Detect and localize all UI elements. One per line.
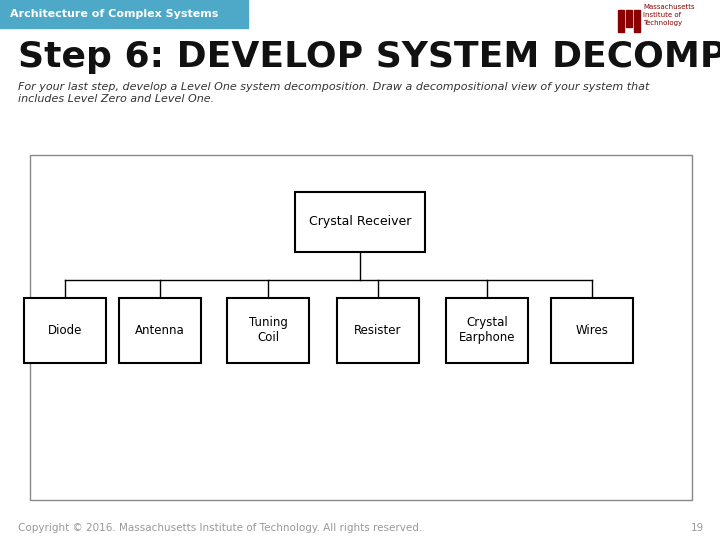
Bar	[119, 298, 201, 362]
Text: Crystal
Earphone: Crystal Earphone	[459, 316, 516, 344]
Text: Massachusetts
Institute of
Technology: Massachusetts Institute of Technology	[643, 4, 695, 26]
Bar	[0, 0, 248, 28]
Bar	[24, 298, 106, 362]
Bar	[446, 298, 528, 362]
Bar	[634, 10, 640, 32]
Bar	[626, 10, 632, 27]
Text: Antenna: Antenna	[135, 323, 185, 336]
Text: Diode: Diode	[48, 323, 82, 336]
Bar	[227, 298, 309, 362]
Bar	[618, 10, 624, 32]
Text: 19: 19	[690, 523, 704, 533]
Text: Copyright © 2016. Massachusetts Institute of Technology. All rights reserved.: Copyright © 2016. Massachusetts Institut…	[18, 523, 422, 533]
Text: Crystal Receiver: Crystal Receiver	[309, 215, 411, 228]
Text: For your last step, develop a Level One system decomposition. Draw a decompositi: For your last step, develop a Level One …	[18, 82, 649, 104]
Text: Resister: Resister	[354, 323, 402, 336]
Text: Architecture of Complex Systems: Architecture of Complex Systems	[10, 9, 218, 19]
Bar	[30, 155, 692, 500]
Bar	[551, 298, 633, 362]
Text: Step 6: DEVELOP SYSTEM DECOMPOSITION: Step 6: DEVELOP SYSTEM DECOMPOSITION	[18, 40, 720, 74]
Text: Wires: Wires	[575, 323, 608, 336]
Bar	[337, 298, 419, 362]
Text: Tuning
Coil: Tuning Coil	[248, 316, 287, 344]
Bar	[295, 192, 425, 252]
